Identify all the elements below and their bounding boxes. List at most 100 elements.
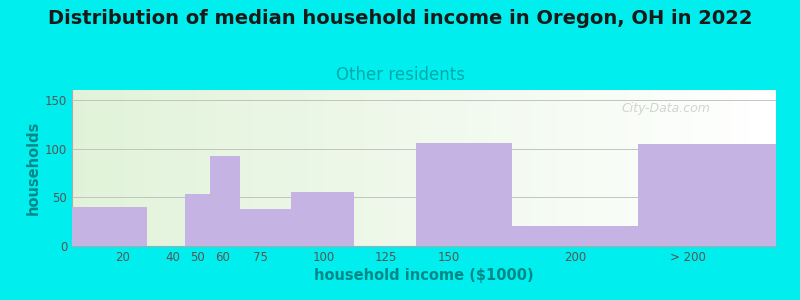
Bar xyxy=(490,90,492,246)
Bar xyxy=(555,90,558,246)
Bar xyxy=(445,90,447,246)
Bar xyxy=(626,90,628,246)
Bar xyxy=(145,90,147,246)
Bar xyxy=(431,90,434,246)
Bar xyxy=(459,90,462,246)
Bar xyxy=(511,90,513,246)
Bar xyxy=(295,90,298,246)
Bar xyxy=(450,90,452,246)
Bar xyxy=(335,90,337,246)
Bar xyxy=(512,226,638,246)
Bar xyxy=(302,90,304,246)
Bar xyxy=(499,90,502,246)
Bar xyxy=(572,90,574,246)
Bar xyxy=(652,90,654,246)
Bar xyxy=(734,90,736,246)
Bar xyxy=(238,90,241,246)
Bar xyxy=(192,90,194,246)
Bar xyxy=(522,90,525,246)
Bar xyxy=(774,90,776,246)
Bar xyxy=(570,90,572,246)
Bar xyxy=(342,90,344,246)
Bar xyxy=(389,90,391,246)
Bar xyxy=(574,90,577,246)
Bar xyxy=(265,90,266,246)
Bar xyxy=(588,90,590,246)
Bar xyxy=(339,90,342,246)
Bar xyxy=(600,90,602,246)
Bar xyxy=(741,90,743,246)
Bar xyxy=(406,90,407,246)
Bar xyxy=(480,90,482,246)
Bar xyxy=(100,90,102,246)
Bar xyxy=(185,90,187,246)
Y-axis label: households: households xyxy=(26,121,41,215)
Bar xyxy=(227,90,230,246)
Bar xyxy=(377,90,379,246)
Bar xyxy=(764,90,766,246)
Bar xyxy=(79,90,82,246)
Bar xyxy=(372,90,374,246)
Bar xyxy=(685,90,687,246)
Bar xyxy=(300,90,302,246)
Bar xyxy=(154,90,157,246)
Bar xyxy=(612,90,614,246)
Bar xyxy=(638,90,640,246)
Bar xyxy=(354,90,356,246)
Bar xyxy=(258,90,260,246)
Bar xyxy=(703,90,706,246)
Bar xyxy=(666,90,668,246)
Bar xyxy=(614,90,617,246)
Bar xyxy=(527,90,530,246)
Bar xyxy=(410,90,412,246)
Bar xyxy=(736,90,738,246)
Bar xyxy=(623,90,626,246)
Bar xyxy=(753,90,755,246)
Bar xyxy=(135,90,138,246)
Bar xyxy=(190,90,192,246)
Bar xyxy=(593,90,595,246)
Bar xyxy=(675,90,678,246)
Bar xyxy=(246,90,248,246)
Bar xyxy=(562,90,565,246)
Bar xyxy=(318,90,321,246)
Bar xyxy=(630,90,633,246)
Bar xyxy=(286,90,288,246)
Bar xyxy=(180,90,182,246)
Bar xyxy=(337,90,339,246)
Bar xyxy=(661,90,663,246)
Bar xyxy=(419,90,422,246)
Bar xyxy=(509,90,511,246)
Bar xyxy=(720,90,722,246)
Bar xyxy=(241,209,290,246)
Bar xyxy=(161,90,163,246)
Bar xyxy=(513,90,515,246)
Bar xyxy=(198,90,201,246)
Bar xyxy=(95,90,98,246)
Bar xyxy=(260,90,262,246)
Bar xyxy=(478,90,480,246)
Bar xyxy=(225,90,227,246)
Bar xyxy=(349,90,351,246)
Bar xyxy=(398,90,401,246)
Bar xyxy=(701,90,703,246)
Bar xyxy=(746,90,748,246)
Bar xyxy=(487,90,490,246)
Bar xyxy=(105,90,107,246)
Bar xyxy=(93,90,95,246)
Bar xyxy=(694,90,696,246)
Bar xyxy=(731,90,734,246)
Bar xyxy=(166,90,168,246)
Bar xyxy=(86,90,89,246)
Bar xyxy=(140,90,142,246)
Bar xyxy=(759,90,762,246)
Bar xyxy=(206,90,208,246)
Bar xyxy=(133,90,135,246)
Bar xyxy=(462,90,464,246)
Bar xyxy=(598,90,600,246)
Bar xyxy=(583,90,586,246)
X-axis label: household income ($1000): household income ($1000) xyxy=(314,268,534,283)
Bar xyxy=(250,90,253,246)
Bar xyxy=(243,90,246,246)
Bar xyxy=(548,90,550,246)
